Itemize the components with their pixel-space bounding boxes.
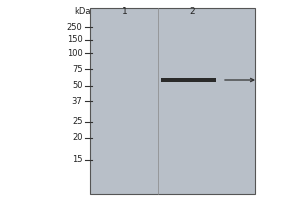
Text: 15: 15	[72, 156, 83, 164]
Text: kDa: kDa	[74, 7, 91, 17]
Bar	[160, 78, 216, 82]
Text: 75: 75	[72, 64, 83, 73]
Text: 20: 20	[72, 134, 83, 142]
Text: 25: 25	[72, 117, 83, 127]
Text: 2: 2	[189, 6, 195, 16]
Text: 50: 50	[72, 81, 83, 90]
Bar	[90, 8, 255, 194]
Text: 37: 37	[72, 97, 83, 106]
Text: 150: 150	[67, 36, 82, 45]
Text: 250: 250	[67, 22, 82, 31]
Text: 1: 1	[122, 6, 128, 16]
Text: 100: 100	[67, 48, 82, 58]
